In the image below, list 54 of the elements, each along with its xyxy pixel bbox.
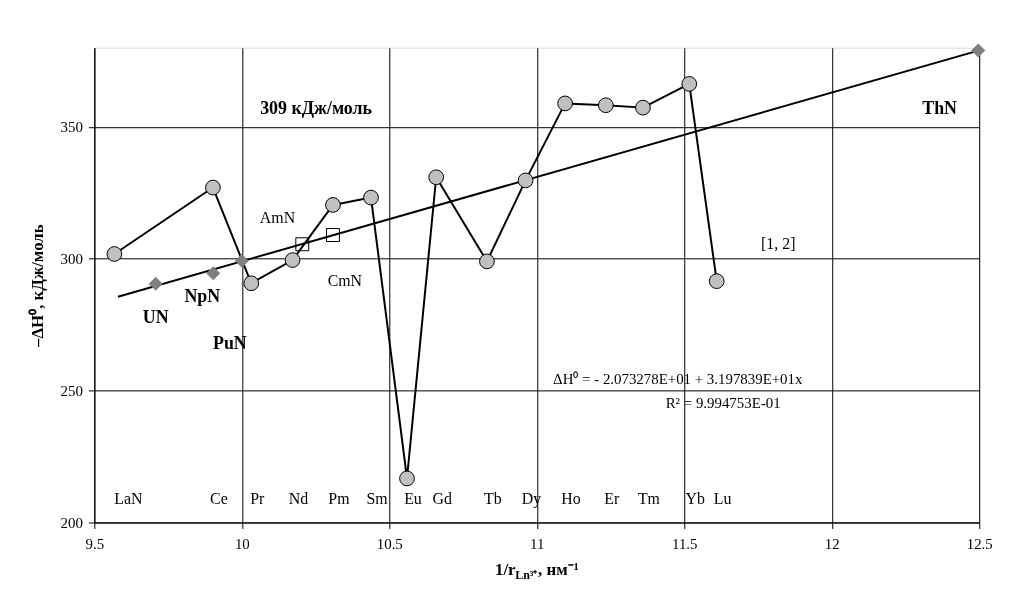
point xyxy=(557,95,573,112)
point xyxy=(597,97,614,114)
annotation: UN xyxy=(142,306,169,327)
x-tick-label: 12 xyxy=(824,535,840,552)
point xyxy=(681,76,698,92)
point xyxy=(284,252,301,268)
annotation: Nd xyxy=(288,489,309,507)
point xyxy=(428,169,445,186)
annotation: Eu xyxy=(404,489,422,507)
point xyxy=(205,179,221,196)
point xyxy=(363,189,379,206)
y-tick-label: 300 xyxy=(60,251,83,268)
annotation: CmN xyxy=(327,271,363,289)
annotation: LaN xyxy=(114,489,143,507)
annotation: Tb xyxy=(484,489,502,507)
annotation: Pr xyxy=(250,489,265,507)
x-tick-label: 12.5 xyxy=(966,535,993,552)
point xyxy=(635,99,651,116)
y-axis-title: –ΔH⁰, кДж/моль xyxy=(27,224,47,348)
annotation: Ho xyxy=(561,489,581,507)
annotation: 309 кДж/моль xyxy=(260,97,373,118)
point xyxy=(206,266,221,281)
y-tick-label: 350 xyxy=(60,119,83,136)
point xyxy=(479,253,495,270)
x-tick-label: 10 xyxy=(234,535,250,552)
x-tick-label: 10.5 xyxy=(376,535,403,552)
annotation: AmN xyxy=(259,209,296,227)
annotation: NpN xyxy=(184,286,221,307)
point xyxy=(295,237,310,252)
y-tick-label: 200 xyxy=(60,514,83,531)
point xyxy=(234,253,249,268)
x-tick-label: 11 xyxy=(530,535,545,552)
point xyxy=(971,43,986,58)
point xyxy=(708,273,725,290)
annotation: Gd xyxy=(432,489,452,507)
annotation: [1, 2] xyxy=(761,235,796,253)
point xyxy=(517,172,534,189)
annotation: ThN xyxy=(922,97,958,118)
annotation: Ce xyxy=(210,489,228,507)
annotation: Yb xyxy=(685,489,705,507)
annotation: Pm xyxy=(328,489,351,507)
annotation: Lu xyxy=(713,489,732,507)
point xyxy=(243,275,260,292)
annotation: Sm xyxy=(366,489,389,507)
annotation: Tm xyxy=(637,489,661,507)
point xyxy=(325,228,340,242)
point xyxy=(106,246,123,262)
x-tick-label: 11.5 xyxy=(672,535,698,552)
annotation: Er xyxy=(604,489,620,507)
x-tick-label: 9.5 xyxy=(85,535,105,552)
point xyxy=(148,276,163,291)
y-tick-label: 250 xyxy=(60,383,83,400)
point xyxy=(325,197,341,213)
point xyxy=(399,470,415,487)
